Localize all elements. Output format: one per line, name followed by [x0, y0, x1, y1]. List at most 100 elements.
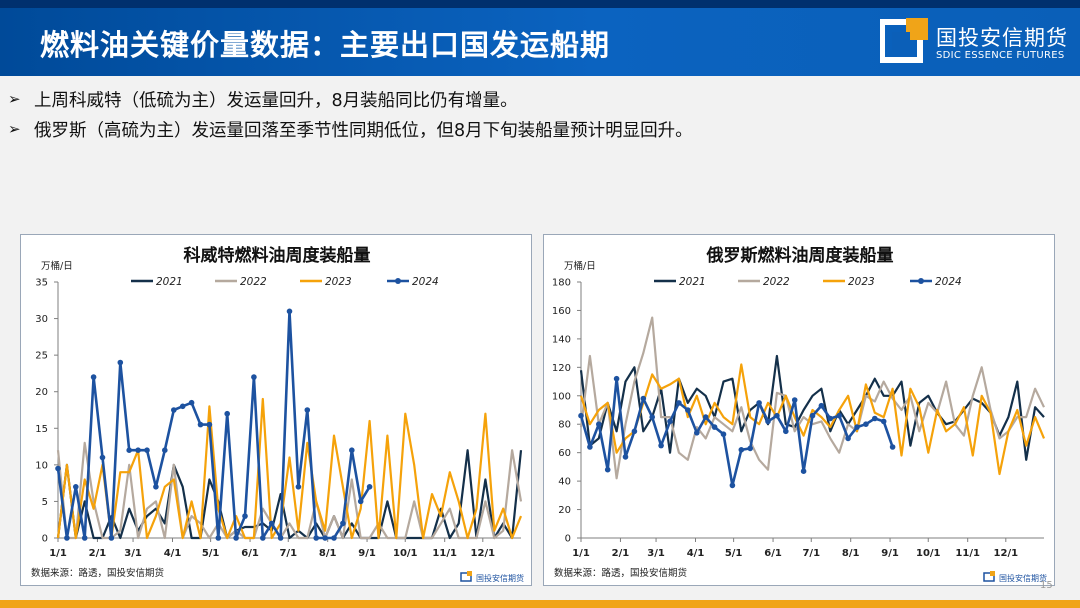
- x-tick-label: 10/1: [393, 548, 418, 559]
- x-tick-label: 6/1: [764, 548, 782, 559]
- y-tick-label: 20: [35, 387, 48, 398]
- y-tick-label: 10: [35, 460, 48, 471]
- bullet-item-kuwait: ➢ 上周科威特（低硫为主）发运量回升，8月装船同比仍有增量。: [8, 84, 1068, 114]
- y-tick-label: 180: [552, 278, 571, 289]
- data-point-2024: [640, 395, 647, 402]
- company-logo: 国投安信期货 SDIC ESSENCE FUTURES: [880, 16, 1070, 66]
- x-tick-label: 2/1: [612, 548, 630, 559]
- bullet-arrow-icon: ➢: [8, 120, 21, 138]
- data-point-2024: [729, 482, 736, 489]
- data-point-2024: [604, 466, 611, 473]
- x-tick-label: 3/1: [124, 548, 142, 559]
- x-tick-label: 10/1: [916, 548, 941, 559]
- logo-inner-block: [892, 32, 910, 50]
- x-tick-label: 3/1: [647, 548, 665, 559]
- data-point-2024: [268, 520, 275, 527]
- data-point-2024: [108, 535, 115, 541]
- x-tick-label: 1/1: [572, 548, 590, 559]
- data-point-2024: [845, 435, 851, 442]
- y-tick-label: 100: [552, 391, 571, 402]
- logo-mark-icon: [880, 18, 928, 63]
- legend-label-2022: 2022: [240, 276, 267, 288]
- data-point-2024: [277, 535, 284, 541]
- legend-marker-2024: [918, 278, 924, 284]
- series-line-2024: [579, 377, 894, 487]
- x-tick-label: 11/1: [955, 548, 980, 559]
- series-line-2022: [56, 441, 523, 540]
- data-point-2024: [117, 359, 124, 366]
- watermark-logo-accent: [467, 571, 472, 576]
- bullet-list: ➢ 上周科威特（低硫为主）发运量回升，8月装船同比仍有增量。 ➢ 俄罗斯（高硫为…: [8, 84, 1068, 144]
- data-point-2024: [340, 520, 346, 527]
- data-point-2024: [135, 447, 141, 453]
- page-title-strong: 燃料油: [40, 28, 131, 62]
- data-point-2024: [836, 412, 842, 419]
- legend-marker-2024: [395, 278, 401, 284]
- x-tick-label: 5/1: [202, 548, 220, 559]
- data-point-2024: [889, 444, 896, 450]
- data-point-2024: [304, 407, 311, 413]
- data-point-2024: [720, 431, 727, 437]
- y-tick-label: 0: [565, 534, 571, 545]
- chart-panel-russia: 俄罗斯燃料油周度装船量 万桶/日 0 20 40 60 80 100 120 140 160 180 1…: [543, 234, 1055, 586]
- bullet-arrow-icon: ➢: [8, 90, 21, 108]
- data-point-2024: [854, 424, 860, 430]
- data-source-note: 数据来源：路透，国投安信期货: [554, 567, 687, 579]
- chart-title: 俄罗斯燃料油周度装船量: [706, 245, 894, 266]
- series-line-2024: [56, 310, 371, 540]
- data-point-2024: [578, 412, 584, 419]
- data-source-note: 数据来源：路透，国投安信期货: [31, 567, 164, 579]
- data-point-2024: [215, 535, 222, 541]
- data-point-2024: [667, 418, 673, 425]
- data-point-2024: [783, 428, 789, 435]
- y-tick-label: 35: [35, 278, 48, 289]
- header-top-strip: [0, 0, 1080, 8]
- data-point-2024: [179, 403, 186, 410]
- data-point-2024: [349, 447, 355, 453]
- data-point-2024: [55, 465, 61, 472]
- watermark-logo-icon: [460, 572, 472, 582]
- data-point-2024: [242, 513, 248, 519]
- data-point-2024: [224, 410, 230, 417]
- legend-label-2023: 2023: [325, 276, 352, 288]
- y-tick-label: 40: [558, 477, 571, 488]
- data-point-2024: [809, 412, 816, 419]
- data-point-2024: [90, 374, 97, 380]
- y-axis-unit-label: 万桶/日: [564, 260, 596, 272]
- y-tick-label: 160: [552, 306, 571, 317]
- data-point-2024: [188, 399, 195, 406]
- y-tick-label: 80: [558, 420, 571, 431]
- data-point-2024: [738, 447, 745, 453]
- data-point-2024: [702, 414, 709, 420]
- data-point-2024: [295, 484, 302, 490]
- logo-orange-block: [906, 18, 928, 40]
- data-point-2024: [863, 421, 869, 427]
- data-point-2024: [774, 412, 780, 419]
- y-tick-label: 15: [35, 424, 48, 435]
- data-point-2024: [251, 374, 257, 380]
- data-point-2024: [649, 414, 655, 420]
- data-point-2024: [631, 428, 638, 435]
- data-point-2024: [260, 535, 266, 541]
- legend-label-2021: 2021: [156, 276, 183, 288]
- x-tick-label: 6/1: [241, 548, 259, 559]
- chart-panel-kuwait: 科威特燃料油周度装船量 万桶/日 0 5 10 15 20 25 30 35 1/1 2/1 3/1 4/…: [20, 234, 532, 586]
- y-tick-label: 20: [558, 505, 571, 516]
- x-tick-label: 8/1: [842, 548, 860, 559]
- data-point-2024: [286, 308, 293, 315]
- data-point-2024: [153, 484, 159, 490]
- x-tick-label: 7/1: [802, 548, 820, 559]
- logo-square: [880, 19, 923, 63]
- data-point-2024: [791, 397, 798, 403]
- y-tick-label: 30: [35, 314, 48, 325]
- watermark-text: 国投安信期货: [999, 573, 1047, 583]
- data-point-2024: [756, 400, 762, 406]
- y-tick-label: 5: [42, 497, 48, 508]
- legend-label-2021: 2021: [679, 276, 706, 288]
- x-tick-label: 4/1: [164, 548, 182, 559]
- x-tick-label: 9/1: [881, 548, 899, 559]
- data-point-2024: [366, 484, 373, 490]
- y-tick-label: 140: [552, 334, 571, 345]
